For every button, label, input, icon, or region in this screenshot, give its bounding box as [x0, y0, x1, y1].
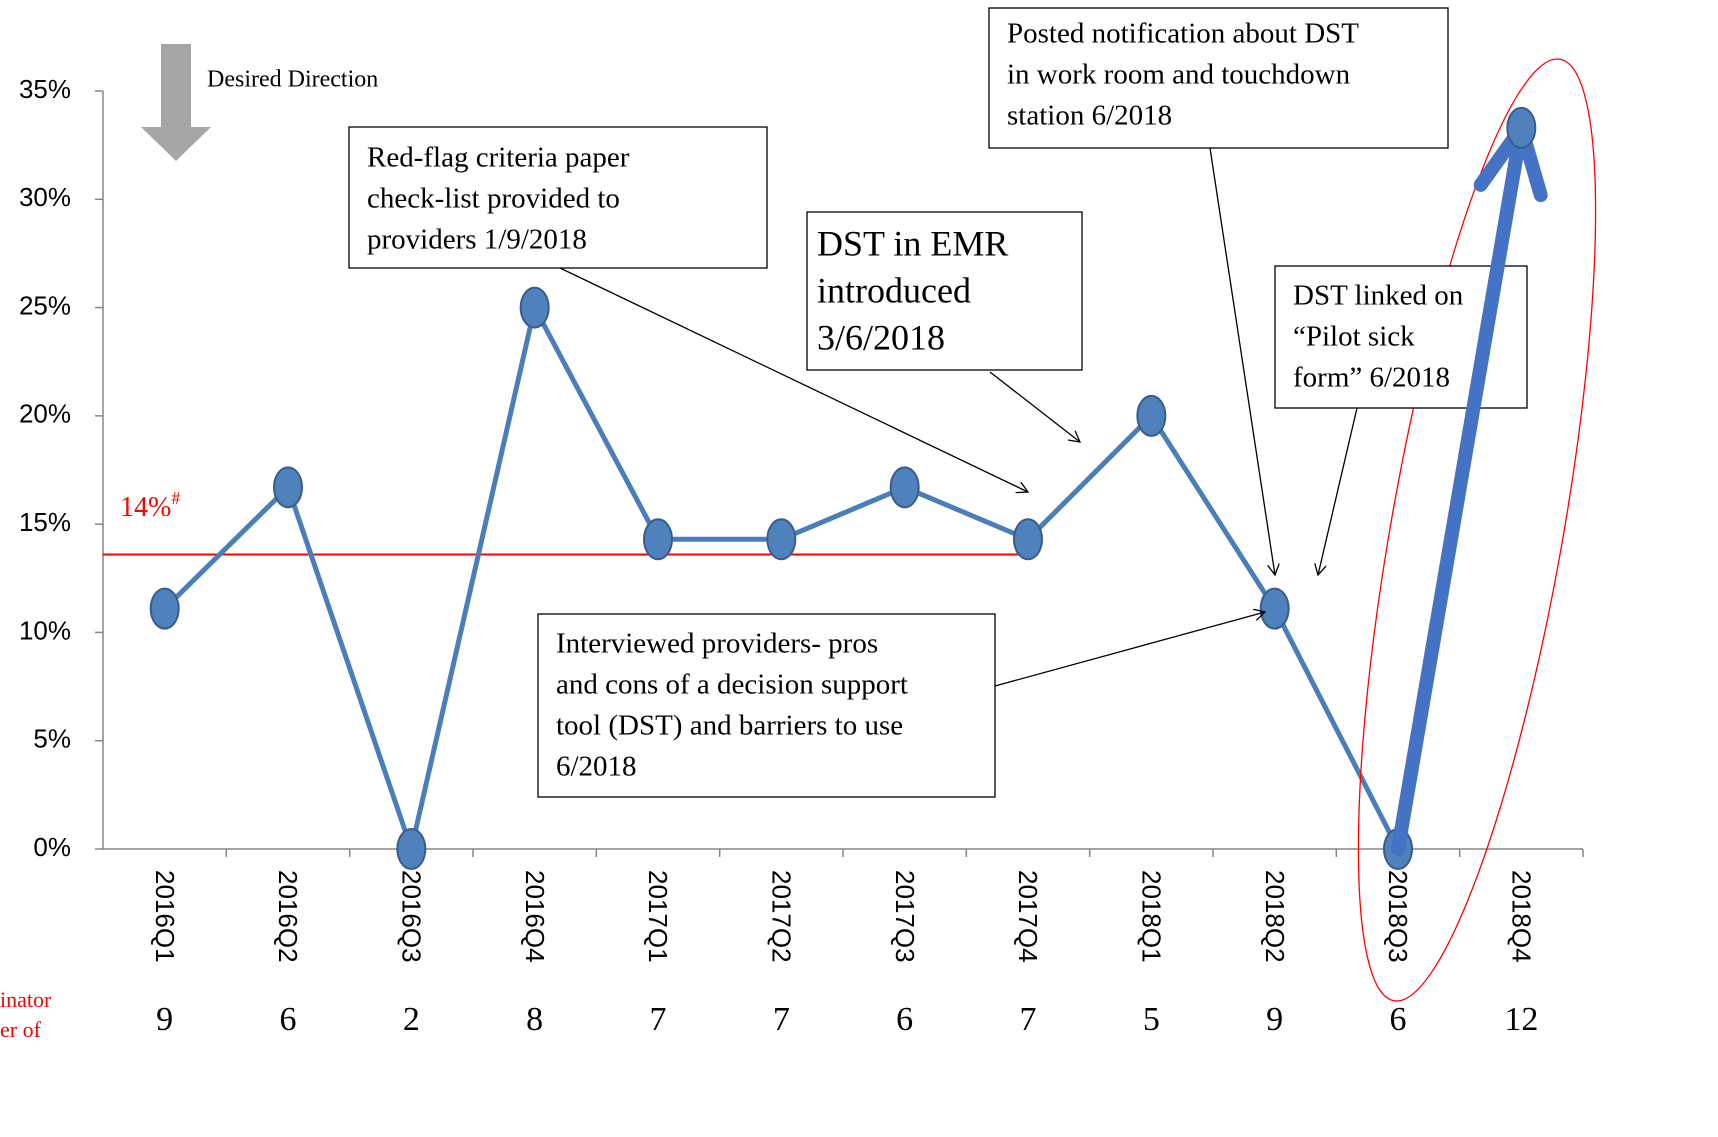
- annotation-box: [988, 7, 1449, 149]
- x-tick-label: 2016Q3: [396, 870, 426, 963]
- annotation: Interviewed providers- pros and cons of a…: [537, 613, 996, 798]
- annotation-box: [537, 613, 996, 798]
- annotation-text: check-list provided to: [367, 183, 620, 215]
- x-tick-label: 2017Q2: [766, 870, 796, 963]
- denominator: 9: [1266, 1001, 1283, 1038]
- direction-note: Desired Direction: [207, 67, 378, 93]
- data-point: [1013, 518, 1043, 561]
- data-point: [1136, 394, 1167, 437]
- x-tick-label: 2016Q4: [520, 870, 550, 963]
- x-tick-label: 2018Q2: [1260, 870, 1290, 963]
- x-tick-label: 2017Q3: [890, 870, 920, 963]
- x-tick-label: 2018Q4: [1506, 870, 1536, 963]
- annotation-text: 6/2018: [556, 751, 637, 783]
- denominator: 2: [403, 1001, 420, 1038]
- denominator: 7: [650, 1001, 667, 1038]
- x-tick-label: 2016Q2: [273, 870, 303, 963]
- annotation-text: station 6/2018: [1007, 100, 1172, 132]
- data-point: [273, 466, 303, 509]
- denominator: 8: [526, 1001, 543, 1038]
- annotation-text: Interviewed providers- pros: [556, 628, 878, 660]
- annotation-arrow: [559, 267, 1028, 492]
- data-point: [1259, 587, 1290, 630]
- highlight-ellipse: [1357, 58, 1597, 1002]
- annotation-text: introduced: [817, 270, 971, 310]
- annotation-text: “Pilot sick: [1293, 321, 1415, 353]
- annotation-arrow: [989, 371, 1080, 442]
- denominator: 7: [1020, 1001, 1037, 1038]
- data-point: [643, 518, 673, 561]
- annotation-text: 3/6/2018: [817, 317, 945, 357]
- x-tick-label: 2017Q1: [643, 870, 673, 963]
- y-tick-label: 15%: [19, 507, 71, 537]
- denominator-note: inator: [0, 987, 52, 1012]
- data-point: [149, 587, 180, 630]
- denominator: 6: [280, 1001, 297, 1038]
- annotation: DST in EMR introduced 3/6/2018: [806, 211, 1083, 371]
- data-point: [396, 828, 427, 870]
- denominator: 6: [1390, 1001, 1407, 1038]
- annotation-text: DST in EMR: [817, 223, 1008, 263]
- y-tick-label: 10%: [19, 615, 71, 645]
- annotation-text: Posted notification about DST: [1007, 18, 1359, 50]
- y-tick-label: 0%: [33, 832, 71, 862]
- x-tick-label: 2017Q4: [1013, 870, 1043, 963]
- annotation-box: [348, 126, 768, 269]
- annotation-arrow: [1209, 147, 1275, 575]
- denominator: 7: [773, 1001, 790, 1038]
- x-tick-label: 2016Q1: [150, 870, 180, 963]
- data-point: [889, 466, 920, 509]
- annotation-arrow: [994, 612, 1265, 687]
- y-tick-label: 25%: [19, 290, 71, 320]
- annotation-text: Red-flag criteria paper: [367, 142, 630, 174]
- reference-label: 14%#: [120, 488, 180, 523]
- annotation-text: DST linked on: [1293, 280, 1464, 312]
- x-tick-label: 2018Q1: [1136, 870, 1166, 963]
- annotation-text: in work room and touchdown: [1007, 59, 1351, 91]
- x-tick-label: 2018Q3: [1383, 870, 1413, 963]
- annotation-arrow: [1318, 407, 1358, 575]
- y-tick-label: 35%: [19, 74, 71, 104]
- y-tick-label: 5%: [33, 724, 71, 754]
- denominator: 5: [1143, 1001, 1160, 1038]
- denominator: 6: [896, 1001, 913, 1038]
- direction-arrow: [141, 44, 211, 161]
- annotation-box: [806, 211, 1083, 371]
- reference-label-sup: #: [171, 488, 180, 508]
- y-tick-label: 30%: [19, 182, 71, 212]
- reference-label-value: 14%: [120, 492, 171, 523]
- y-tick-label: 20%: [19, 399, 71, 429]
- denominator-note: er of: [0, 1017, 42, 1042]
- data-point: [766, 518, 797, 561]
- annotation-text: providers 1/9/2018: [367, 224, 587, 256]
- annotation: Posted notification about DST in work roo…: [988, 7, 1449, 149]
- data-point: [1506, 106, 1537, 149]
- annotation-text: tool (DST) and barriers to use: [556, 710, 903, 742]
- annotation-text: and cons of a decision support: [556, 669, 908, 701]
- denominator: 12: [1504, 1001, 1538, 1038]
- annotation-text: form” 6/2018: [1293, 362, 1450, 394]
- denominator: 9: [156, 1001, 173, 1038]
- data-point: [519, 286, 550, 329]
- annotation: Red-flag criteria paper check-list provid…: [348, 126, 768, 269]
- trend-arrow: [1391, 120, 1529, 856]
